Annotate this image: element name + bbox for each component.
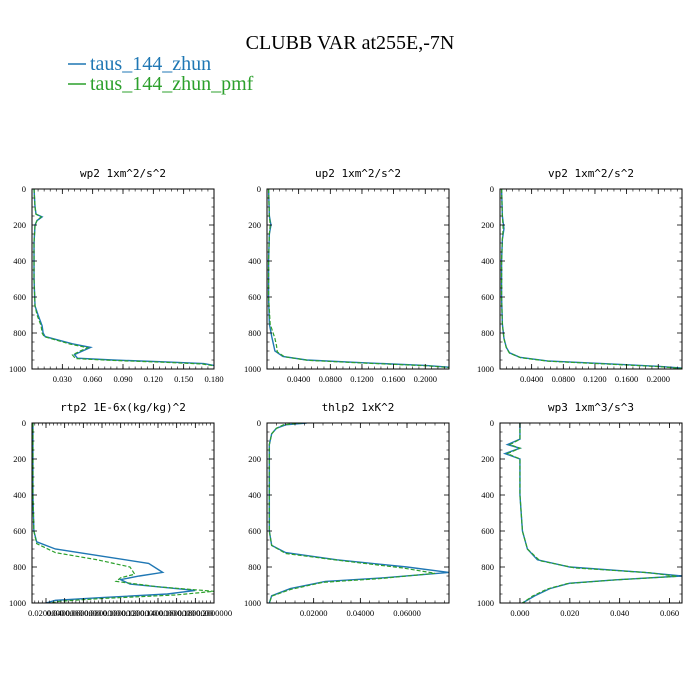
panel-1: wp2 1xm^2/s^2 0 200 400 600 800 1000 0.030 0.060… [9, 167, 224, 384]
x-tick-label: 0.04000 [347, 608, 375, 618]
panel-title: wp2 1xm^2/s^2 [80, 167, 166, 180]
panel-3: vp2 1xm^2/s^2 0 200 400 600 800 1000 0.0400 0.08… [477, 167, 683, 384]
y-tick-label: 400 [13, 256, 26, 266]
x-tick-label: 0.1200 [583, 374, 606, 384]
y-tick-label: 0 [490, 418, 494, 428]
y-tick-label: 800 [248, 562, 261, 572]
x-tick-label: 0.1400000 [140, 608, 176, 618]
x-tick-label: 0.0400000 [47, 608, 83, 618]
x-tick-label: 0.1600 [615, 374, 638, 384]
y-tick-label: 200 [13, 220, 26, 230]
y-tick-label: 400 [248, 490, 261, 500]
x-tick-label: 0.020 [560, 608, 579, 618]
y-tick-label: 400 [481, 256, 494, 266]
y-tick-label: 600 [481, 526, 494, 536]
y-tick-label: 1000 [244, 364, 261, 374]
y-tick-label: 600 [481, 292, 494, 302]
y-tick-label: 800 [481, 328, 494, 338]
x-tick-label: 0.1800000 [177, 608, 213, 618]
x-tick-label: 0.1000000 [103, 608, 139, 618]
panel-title: thlp2 1xK^2 [322, 401, 395, 414]
x-tick-label: 0.1600 [382, 374, 405, 384]
panels: wp2 1xm^2/s^2 0 200 400 600 800 1000 0.030 0.060… [9, 167, 683, 618]
x-tick-label: 0.090 [113, 374, 132, 384]
series-line-zhun-pmf [32, 423, 214, 603]
series-line-zhun-pmf [267, 189, 449, 369]
x-tick-label: 0.040 [610, 608, 629, 618]
x-tick-label: 0.1600000 [159, 608, 195, 618]
x-tick-label: 0.1200000 [121, 608, 157, 618]
panel-5: thlp2 1xK^2 0 200 400 600 800 1000 0.02000 0.040… [244, 401, 450, 618]
x-tick-label: 0.06000 [393, 608, 421, 618]
x-tick-label: 0.120 [144, 374, 163, 384]
y-tick-label: 0 [22, 184, 26, 194]
series-line-zhun [32, 423, 196, 603]
legend: taus_144_zhun taus_144_zhun_pmf [68, 53, 254, 95]
y-tick-label: 800 [13, 562, 26, 572]
y-tick-label: 1000 [477, 364, 494, 374]
y-tick-label: 0 [490, 184, 494, 194]
x-tick-label: 0.2000 [647, 374, 670, 384]
y-tick-label: 400 [13, 490, 26, 500]
x-tick-label: 0.060 [83, 374, 102, 384]
x-tick-label: 0.0800000 [84, 608, 120, 618]
y-tick-label: 600 [248, 292, 261, 302]
series-line-zhun-pmf [268, 423, 436, 603]
panel-title: up2 1xm^2/s^2 [315, 167, 401, 180]
y-tick-label: 200 [248, 454, 261, 464]
panel-title: vp2 1xm^2/s^2 [548, 167, 634, 180]
x-tick-label: 0.2000000 [196, 608, 232, 618]
y-tick-label: 800 [248, 328, 261, 338]
y-tick-label: 400 [481, 490, 494, 500]
y-tick-label: 1000 [244, 598, 261, 608]
y-tick-label: 0 [257, 184, 261, 194]
y-tick-label: 800 [13, 328, 26, 338]
y-tick-label: 200 [481, 454, 494, 464]
legend-label-2: taus_144_zhun_pmf [90, 73, 254, 95]
x-tick-label: 0.060 [660, 608, 679, 618]
panel-title: rtp2 1E-6x(kg/kg)^2 [60, 401, 186, 414]
y-tick-label: 400 [248, 256, 261, 266]
x-tick-label: 0.150 [174, 374, 193, 384]
y-tick-label: 800 [481, 562, 494, 572]
x-tick-label: 0.0800 [552, 374, 575, 384]
y-tick-label: 600 [248, 526, 261, 536]
x-tick-label: 0.000 [510, 608, 529, 618]
x-tick-label: 0.0800 [319, 374, 342, 384]
panel-4: rtp2 1E-6x(kg/kg)^2 0 200 400 600 800 10000.02… [9, 401, 232, 618]
y-tick-label: 600 [13, 526, 26, 536]
x-tick-label: 0.0200000 [28, 608, 64, 618]
x-tick-label: 0.2000 [414, 374, 437, 384]
y-tick-label: 1000 [9, 364, 26, 374]
figure-title: CLUBB VAR at255E,-7N [246, 32, 455, 54]
x-tick-label: 0.0400 [287, 374, 310, 384]
series-line-zhun-pmf [500, 189, 682, 369]
panel-title: wp3 1xm^3/s^3 [548, 401, 634, 414]
y-tick-label: 600 [13, 292, 26, 302]
x-tick-label: 0.1200 [350, 374, 373, 384]
panel-6: wp3 1xm^3/s^3 0 200 400 600 800 1000 0.000 0.020… [477, 401, 683, 618]
y-tick-label: 200 [13, 454, 26, 464]
y-tick-label: 1000 [9, 598, 26, 608]
series-line-zhun-pmf [33, 189, 214, 367]
panel-2: up2 1xm^2/s^2 0 200 400 600 800 1000 0.0400 0.08… [244, 167, 450, 384]
x-tick-label: 0.0400 [520, 374, 543, 384]
y-tick-label: 1000 [477, 598, 494, 608]
x-tick-label: 0.02000 [300, 608, 328, 618]
x-tick-label: 0.0600000 [65, 608, 101, 618]
series-line-zhun-pmf [505, 423, 678, 603]
y-tick-label: 0 [257, 418, 261, 428]
y-tick-label: 200 [248, 220, 261, 230]
y-tick-label: 200 [481, 220, 494, 230]
x-tick-label: 0.180 [204, 374, 223, 384]
y-tick-label: 0 [22, 418, 26, 428]
x-tick-label: 0.030 [53, 374, 72, 384]
legend-label-1: taus_144_zhun [90, 53, 211, 75]
